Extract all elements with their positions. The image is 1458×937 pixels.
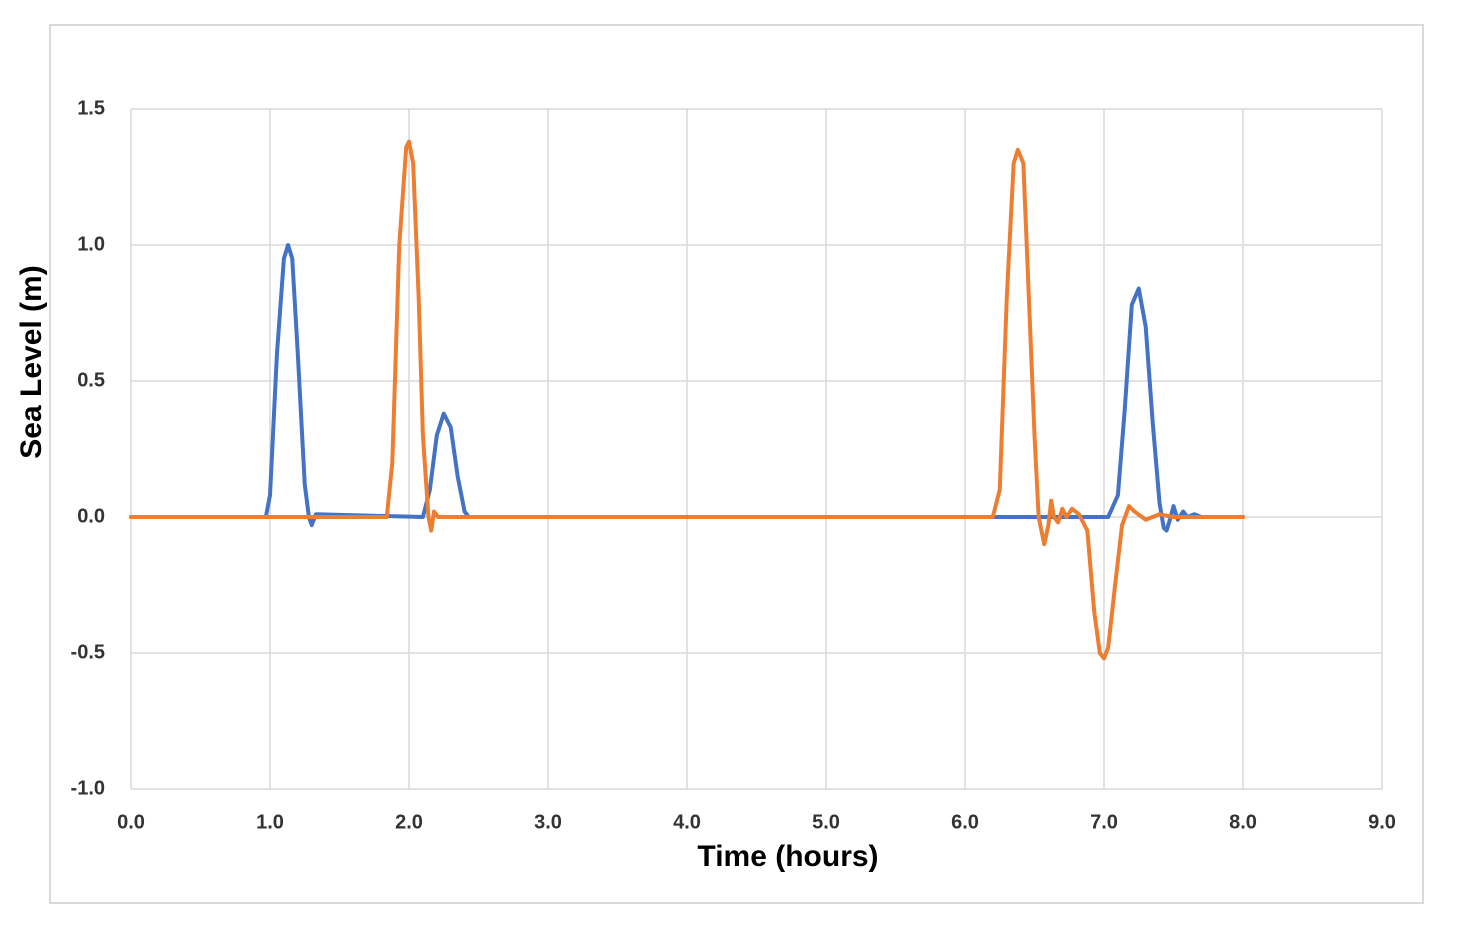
y-axis-title: Sea Level (m)	[15, 265, 48, 458]
x-tick-label: 1.0	[256, 811, 284, 833]
x-tick-label: 0.0	[117, 811, 145, 833]
y-tick-label: 0.5	[77, 369, 105, 391]
y-tick-label: 1.0	[77, 233, 105, 255]
x-axis-title: Time (hours)	[697, 840, 878, 873]
y-tick-label: -0.5	[71, 641, 105, 663]
y-tick-label: 0.0	[77, 505, 105, 527]
grid	[130, 108, 1383, 790]
y-tick-label: 1.5	[77, 97, 105, 119]
x-tick-label: 3.0	[534, 811, 562, 833]
x-tick-label: 9.0	[1368, 811, 1396, 833]
x-tick-label: 6.0	[951, 811, 979, 833]
x-tick-label: 4.0	[673, 811, 701, 833]
x-tick-label: 7.0	[1090, 811, 1118, 833]
lines	[129, 139, 1245, 661]
line-series	[129, 243, 1245, 533]
line-series	[129, 139, 1245, 661]
x-tick-label: 8.0	[1229, 811, 1257, 833]
chart-frame	[49, 24, 1424, 904]
x-tick-label: 5.0	[812, 811, 840, 833]
y-tick-label: -1.0	[71, 777, 105, 799]
x-tick-label: 2.0	[395, 811, 423, 833]
